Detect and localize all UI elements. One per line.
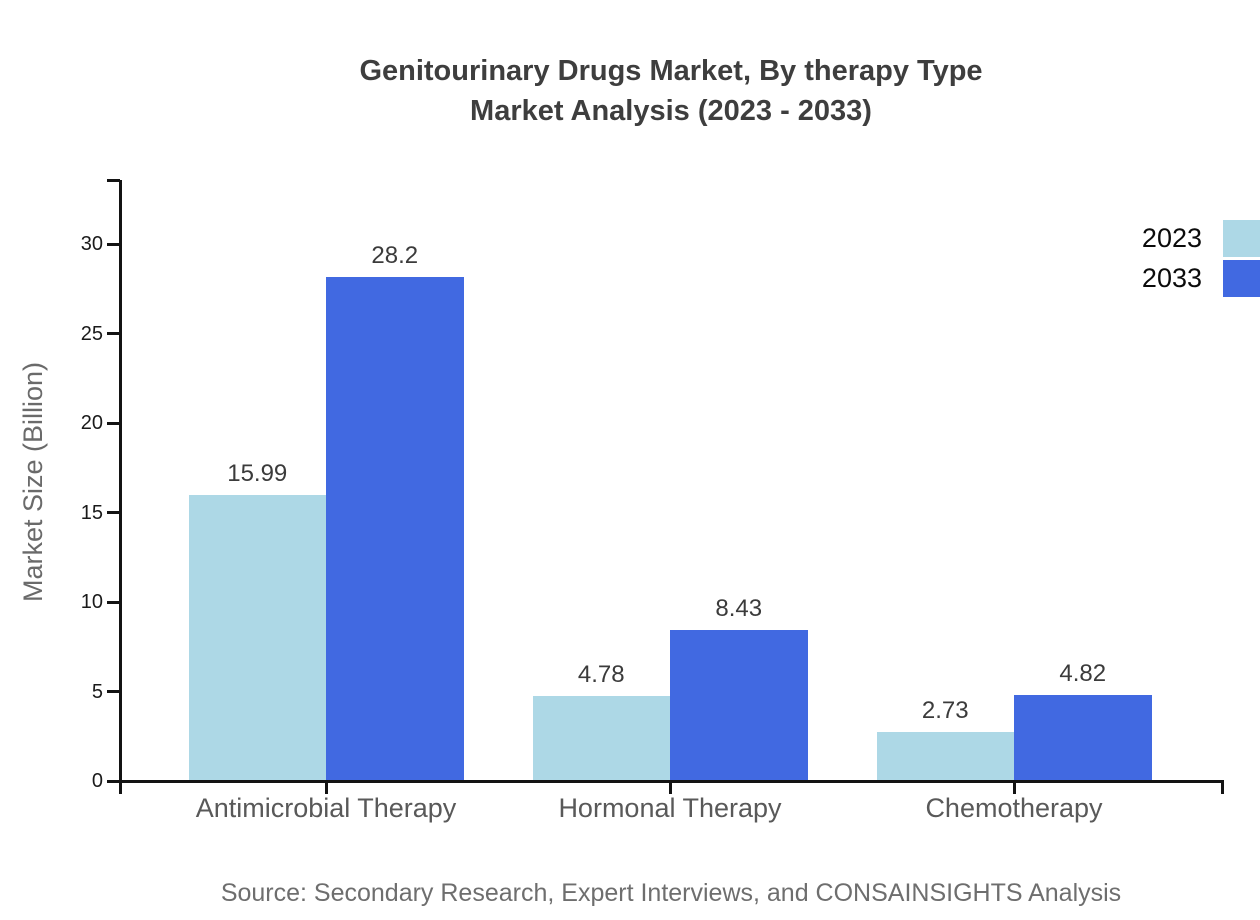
x-category-label: Chemotherapy bbox=[925, 793, 1103, 823]
x-tick bbox=[668, 781, 672, 794]
legend-swatch bbox=[1223, 260, 1260, 297]
chart-title-line1: Genitourinary Drugs Market, By therapy T… bbox=[359, 55, 983, 87]
bar-value-label: 8.43 bbox=[715, 595, 763, 623]
y-tick bbox=[107, 690, 120, 694]
y-tick-label: 0 bbox=[91, 770, 103, 792]
y-axis-line bbox=[118, 180, 122, 794]
bar-value-label: 2.73 bbox=[921, 697, 969, 725]
bar-2033-hormonal-therapy bbox=[670, 630, 808, 781]
y-tick-label: 15 bbox=[80, 501, 103, 524]
legend: 2023 2033 bbox=[1142, 220, 1260, 300]
x-tick bbox=[324, 781, 328, 794]
y-tick-label: 30 bbox=[80, 233, 103, 256]
legend-item-2033: 2033 bbox=[1142, 260, 1260, 297]
bar-value-label: 4.82 bbox=[1059, 659, 1107, 687]
legend-swatch bbox=[1223, 220, 1260, 257]
y-tick-label: 20 bbox=[80, 412, 103, 435]
chart-title-line2: Market Analysis (2023 - 2033) bbox=[470, 95, 872, 127]
y-axis-end-cap bbox=[107, 178, 120, 182]
x-category-label: Hormonal Therapy bbox=[558, 793, 782, 823]
chart-title: Genitourinary Drugs Market, By therapy T… bbox=[120, 51, 1222, 131]
y-tick bbox=[107, 242, 120, 246]
legend-label: 2033 bbox=[1141, 263, 1202, 293]
x-axis-end-cap bbox=[1220, 781, 1224, 794]
y-tick-label: 25 bbox=[80, 322, 103, 345]
legend-label: 2023 bbox=[1141, 223, 1202, 253]
x-axis-line bbox=[107, 779, 1224, 783]
bar-value-label: 15.99 bbox=[227, 459, 288, 487]
y-tick-label: 10 bbox=[80, 591, 103, 614]
legend-item-2023: 2023 bbox=[1142, 220, 1260, 257]
bar-2023-hormonal-therapy bbox=[532, 695, 670, 781]
x-category-label: Antimicrobial Therapy bbox=[195, 793, 457, 823]
bar-2023-chemotherapy bbox=[876, 732, 1014, 781]
y-tick bbox=[107, 511, 120, 515]
source-text: Source: Secondary Research, Expert Inter… bbox=[220, 879, 1122, 907]
y-tick bbox=[107, 779, 120, 783]
bar-2033-antimicrobial-therapy bbox=[326, 276, 464, 781]
bar-value-label: 28.2 bbox=[371, 241, 419, 269]
y-tick bbox=[107, 600, 120, 604]
bar-2033-chemotherapy bbox=[1014, 694, 1152, 781]
bar-2023-antimicrobial-therapy bbox=[188, 494, 326, 781]
x-tick bbox=[1012, 781, 1016, 794]
y-tick bbox=[107, 332, 120, 336]
y-tick bbox=[107, 421, 120, 425]
bar-value-label: 4.78 bbox=[577, 660, 625, 688]
y-tick-label: 5 bbox=[91, 680, 103, 703]
